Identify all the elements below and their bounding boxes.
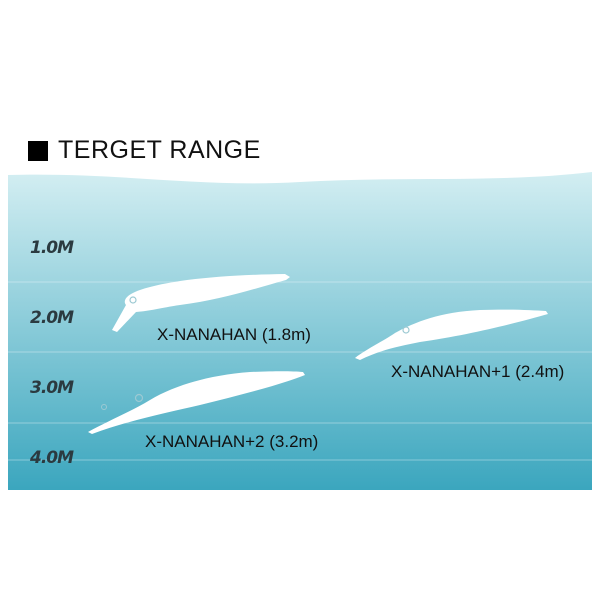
lure-x-nanahan-plus1 xyxy=(355,309,548,360)
depth-label: 4.0M xyxy=(30,448,74,468)
lure-label: X-NANAHAN (1.8m) xyxy=(157,325,311,344)
depth-label: 2.0M xyxy=(30,308,74,328)
depth-label: 3.0M xyxy=(30,378,74,398)
section-title: TERGET RANGE xyxy=(28,136,261,165)
title-text: TERGET RANGE xyxy=(58,136,261,164)
lure-label: X-NANAHAN+2 (3.2m) xyxy=(145,432,319,451)
lure-x-nanahan xyxy=(112,274,290,332)
square-bullet-icon xyxy=(28,140,48,161)
lure-x-nanahan-plus2 xyxy=(88,371,305,434)
depth-label: 1.0M xyxy=(30,238,74,258)
lure-label: X-NANAHAN+1 (2.4m) xyxy=(391,362,565,381)
